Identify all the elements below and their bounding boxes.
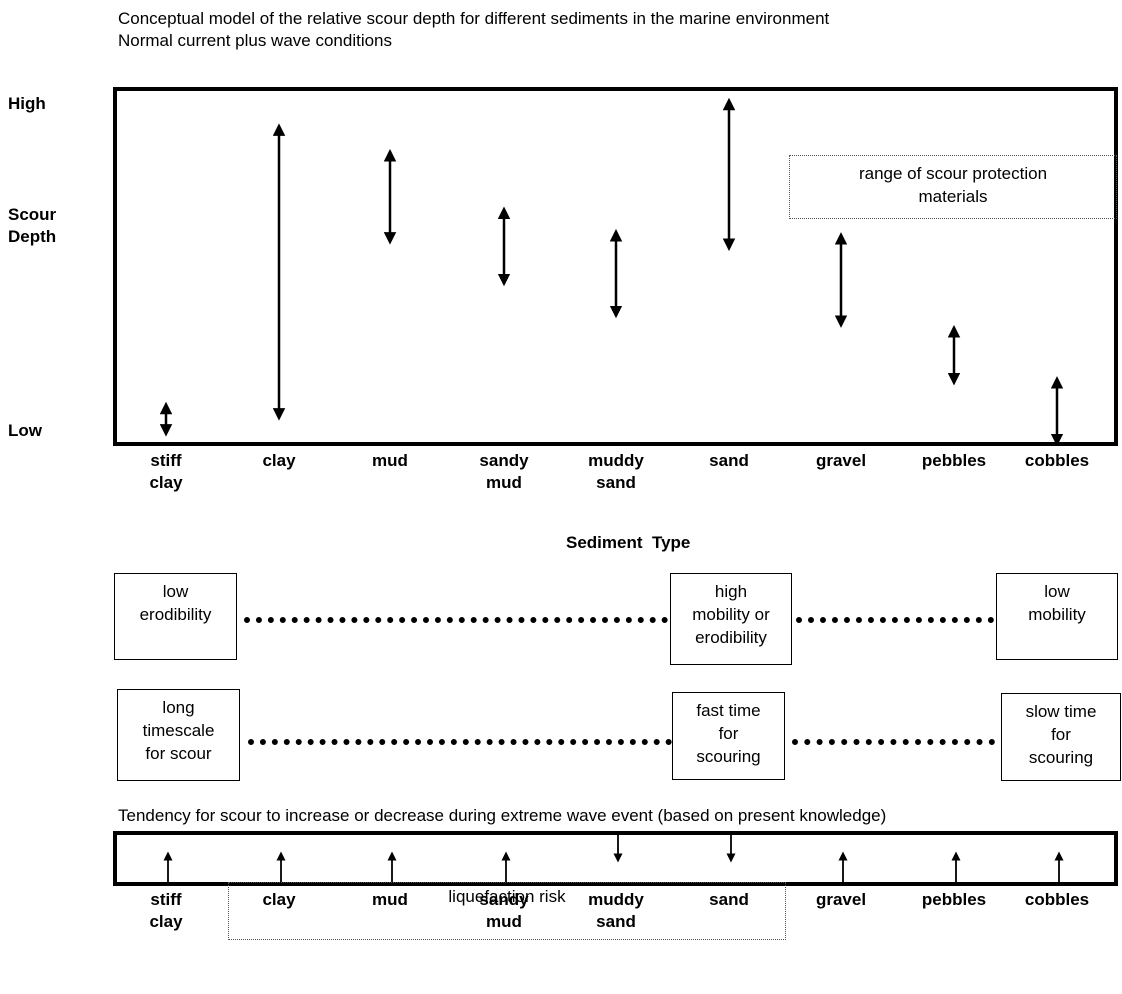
sediment-label-muddy-sand: muddy sand xyxy=(588,451,644,492)
extreme-event-frame xyxy=(113,831,1118,886)
chart-subtitle: Normal current plus wave conditions xyxy=(118,31,393,50)
scour-depth-plot-frame xyxy=(113,87,1118,446)
long-timescale-box: long timescale for scour xyxy=(117,689,240,781)
sediment-label-clay: clay xyxy=(262,451,296,470)
sediment-label-sandy-mud: sandy mud xyxy=(479,451,529,492)
tendency-sediment-label-cobbles: cobbles xyxy=(1024,890,1090,909)
x-axis-title: Sediment Type xyxy=(566,533,691,552)
erodibility-dotted-line-right xyxy=(796,617,994,623)
high-mobility-box: high mobility or erodibility xyxy=(670,573,792,665)
y-axis-title: Scour Depth xyxy=(8,205,57,246)
fast-time-box: fast time for scouring xyxy=(672,692,785,780)
liquefaction-risk-note: liquefaction risk xyxy=(228,882,786,940)
scour-protection-note: range of scour protection materials xyxy=(789,155,1117,219)
timescale-dotted-line-right xyxy=(792,739,995,745)
tendency-sediment-label-pebbles: pebbles xyxy=(921,890,987,909)
timescale-dotted-line-left xyxy=(248,739,672,745)
sediment-label-mud: mud xyxy=(372,451,408,470)
y-axis-low-label: Low xyxy=(8,421,42,440)
tendency-sediment-label-gravel: gravel xyxy=(815,890,867,909)
low-erodibility-box: low erodibility xyxy=(114,573,237,660)
low-mobility-box: low mobility xyxy=(996,573,1118,660)
y-axis-high-label: High xyxy=(8,94,46,113)
tendency-sediment-label-sandy-mud: sandy mud xyxy=(479,890,529,931)
slow-time-box: slow time for scouring xyxy=(1001,693,1121,781)
sediment-label-pebbles: pebbles xyxy=(921,451,987,470)
sediment-label-gravel: gravel xyxy=(815,451,867,470)
sediment-label-sand: sand xyxy=(709,451,749,470)
tendency-sediment-label-clay: clay xyxy=(262,890,296,909)
erodibility-dotted-line-left xyxy=(244,617,668,623)
tendency-sediment-label-stiff-clay: stiff clay xyxy=(149,890,183,931)
sediment-label-stiff-clay: stiff clay xyxy=(149,451,183,492)
sediment-label-cobbles: cobbles xyxy=(1024,451,1090,470)
tendency-sediment-label-muddy-sand: muddy sand xyxy=(588,890,644,931)
extreme-event-title: Tendency for scour to increase or decrea… xyxy=(118,806,887,825)
tendency-sediment-label-sand: sand xyxy=(709,890,749,909)
tendency-sediment-label-mud: mud xyxy=(372,890,408,909)
chart-title: Conceptual model of the relative scour d… xyxy=(118,9,830,28)
